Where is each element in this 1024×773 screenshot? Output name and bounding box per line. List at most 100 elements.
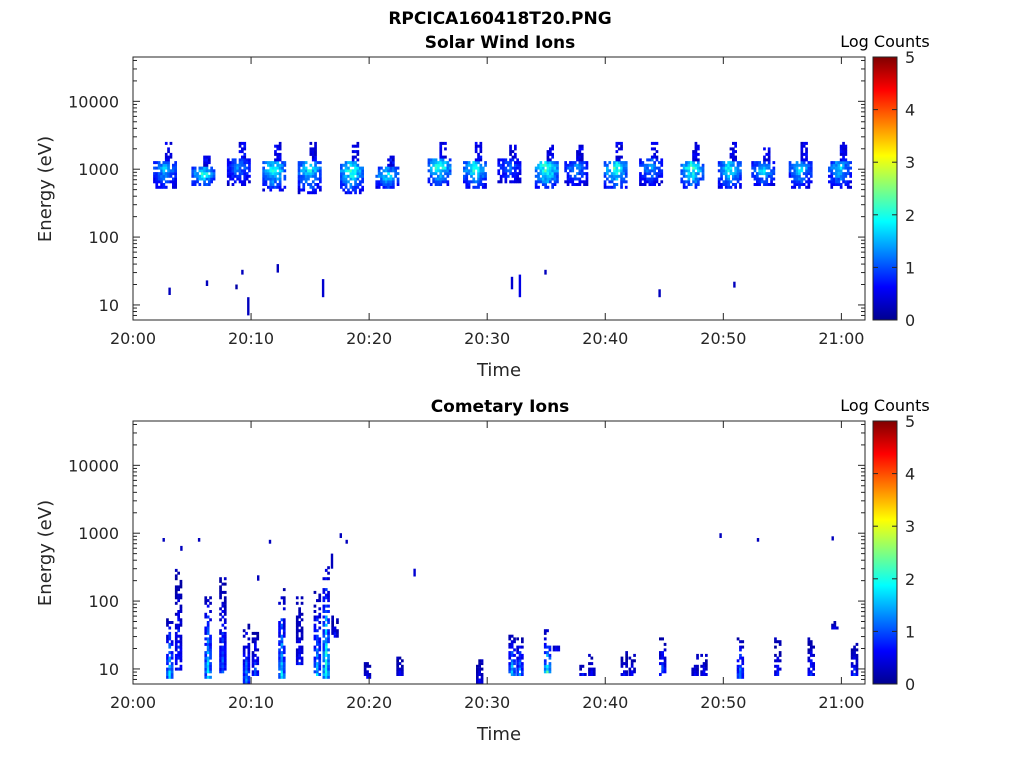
cell (200, 166, 204, 170)
cell (354, 163, 357, 167)
cell (521, 662, 524, 666)
cell (463, 169, 466, 173)
cell (324, 618, 328, 622)
cell (546, 667, 549, 671)
cell (809, 648, 813, 652)
cell (727, 161, 730, 165)
cell (516, 659, 519, 663)
cell (392, 163, 395, 167)
cell (300, 662, 304, 666)
cell (541, 163, 545, 167)
column (850, 642, 859, 676)
cell (518, 653, 522, 657)
cell (694, 155, 698, 159)
cell (177, 667, 180, 671)
cell (174, 177, 177, 181)
cell (219, 588, 222, 592)
cell (481, 169, 485, 173)
cell (280, 653, 284, 657)
cell (302, 183, 306, 186)
cell (177, 653, 180, 657)
cell (363, 664, 367, 668)
cell (800, 144, 804, 148)
cell (448, 163, 452, 167)
cell (427, 163, 431, 167)
cell (446, 172, 450, 176)
cell (298, 623, 301, 627)
cell (327, 648, 330, 652)
cell (251, 673, 255, 676)
cell (516, 158, 519, 162)
cell (687, 163, 691, 167)
cell (347, 180, 350, 184)
cell (509, 144, 512, 148)
cell (549, 172, 552, 176)
cell (177, 623, 180, 627)
cell (689, 163, 693, 167)
cell (693, 667, 697, 671)
cell (506, 163, 510, 167)
cell (660, 158, 664, 162)
cell (620, 673, 624, 676)
cell (842, 161, 845, 165)
plot-frame (132, 56, 866, 321)
spot (719, 533, 722, 538)
cell (853, 651, 856, 655)
cell (844, 174, 848, 178)
cell (278, 640, 281, 644)
cell (516, 172, 519, 176)
cell (322, 667, 326, 671)
cell (169, 180, 173, 184)
cell (248, 166, 251, 170)
cell (620, 185, 623, 189)
cell (499, 174, 503, 178)
cell (316, 183, 320, 186)
cell (322, 621, 326, 624)
cell (349, 169, 353, 173)
cell (555, 645, 558, 649)
column (691, 653, 699, 676)
cell (659, 673, 662, 676)
cell (283, 177, 287, 181)
cell (243, 166, 247, 170)
cell (722, 183, 726, 186)
cell (203, 183, 206, 186)
cell (398, 670, 402, 674)
cell (701, 166, 705, 170)
cell (271, 183, 275, 186)
cell (693, 670, 697, 674)
cell (219, 590, 222, 594)
cell (219, 631, 222, 635)
cell (278, 163, 282, 167)
cell (551, 155, 554, 159)
cell (553, 172, 557, 176)
cell (580, 158, 584, 162)
cell (297, 166, 301, 170)
cell (702, 673, 706, 676)
cell (658, 172, 661, 176)
cell (807, 177, 811, 181)
cell (179, 653, 183, 657)
cell (444, 180, 447, 184)
cell (168, 656, 172, 660)
cell (209, 656, 212, 660)
cell (153, 161, 156, 165)
cell (243, 158, 247, 162)
cell (551, 152, 554, 156)
cell (660, 172, 664, 176)
cell (351, 188, 355, 192)
cell (318, 640, 322, 644)
cell (767, 150, 771, 154)
cell (304, 174, 308, 178)
cell (807, 163, 811, 167)
cell (655, 166, 659, 170)
cell (276, 144, 280, 148)
cell (322, 588, 326, 592)
cell (223, 648, 227, 652)
cell (351, 144, 355, 148)
cell (603, 185, 607, 189)
cell (269, 163, 273, 167)
spot (733, 281, 736, 288)
cell (741, 659, 745, 663)
cell (223, 612, 227, 616)
